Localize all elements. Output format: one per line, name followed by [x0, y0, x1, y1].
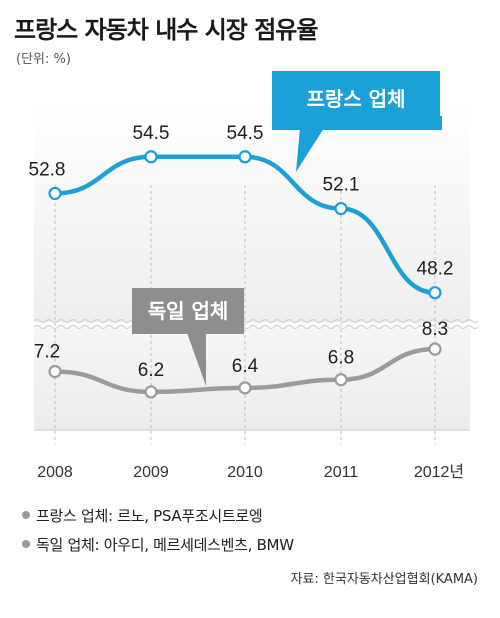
data-label: 6.2 — [138, 360, 164, 381]
note-bullet-icon — [22, 539, 30, 548]
lower-panel — [34, 328, 470, 430]
note-german-text: 독일 업체: 아우디, 메르세데스벤츠, BMW — [36, 536, 294, 554]
legend-label-german: 독일 업체 — [148, 299, 229, 323]
legend-box-french — [272, 116, 442, 130]
data-point — [238, 381, 252, 395]
data-point — [334, 373, 348, 387]
note-french: 프랑스 업체: 르노, PSA푸조시트로엥 — [22, 505, 263, 526]
data-label: 6.4 — [232, 356, 259, 377]
data-label: 7.2 — [34, 342, 60, 363]
callout-pointer — [296, 128, 324, 172]
legend-box-german — [132, 288, 244, 334]
note-bullet-icon — [22, 510, 30, 519]
data-point — [238, 150, 252, 164]
data-point — [144, 385, 158, 399]
x-tick-label: 2010 — [227, 464, 263, 481]
legend-label-french: 프랑스 업체 — [307, 87, 406, 111]
axis-break-line — [33, 318, 479, 324]
data-label: 8.3 — [422, 319, 448, 340]
upper-panel — [34, 100, 470, 322]
chart-title: 프랑스 자동차 내수 시장 점유율 — [14, 16, 318, 44]
data-point — [144, 150, 158, 164]
data-point — [48, 186, 62, 201]
data-label: 52.1 — [323, 175, 360, 196]
series-line — [52, 154, 438, 295]
callout-pointer — [186, 330, 206, 386]
unit-label: (단위: %) — [16, 52, 71, 67]
legend-box-french — [272, 71, 440, 117]
x-tick-label: 2009 — [133, 464, 169, 481]
data-point — [334, 201, 348, 216]
data-point — [48, 364, 62, 379]
x-tick-label: 2008 — [37, 464, 73, 481]
axis-break-line — [33, 324, 479, 330]
data-point — [428, 342, 442, 356]
x-tick-label: 2012년 — [414, 463, 464, 481]
data-label: 54.5 — [227, 123, 264, 144]
note-french-text: 프랑스 업체: 르노, PSA푸조시트로엥 — [36, 507, 263, 525]
data-point — [428, 286, 442, 300]
data-label: 48.2 — [417, 259, 454, 280]
data-label: 6.8 — [328, 348, 354, 369]
note-german: 독일 업체: 아우디, 메르세데스벤츠, BMW — [22, 534, 294, 555]
x-tick-label: 2011 — [324, 464, 359, 481]
data-label: 54.5 — [133, 123, 170, 144]
data-label: 52.8 — [29, 159, 66, 180]
source-note: 자료: 한국자동차산업협회(KAMA) — [290, 572, 478, 587]
